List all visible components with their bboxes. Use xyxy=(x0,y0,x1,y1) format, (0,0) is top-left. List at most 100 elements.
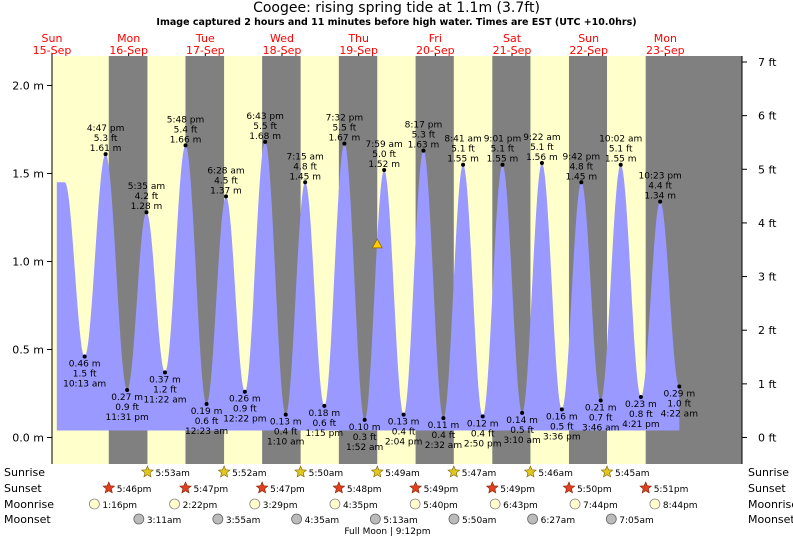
tide-time: 3:10 am xyxy=(503,436,540,446)
moonset-icon xyxy=(369,513,381,525)
tide-point xyxy=(125,387,130,392)
day-date: 16-Sep xyxy=(109,44,148,57)
tide-point xyxy=(618,162,623,167)
tide-feet: 5.1 ft xyxy=(451,145,475,155)
tide-feet: 0.5 ft xyxy=(510,426,534,436)
tide-point xyxy=(242,389,247,394)
day-name: Wed xyxy=(270,32,294,45)
tide-metres: 0.16 m xyxy=(546,412,578,422)
left-tick-label: 1.0 m xyxy=(12,256,44,269)
tide-feet: 5.5 ft xyxy=(253,122,277,132)
low-tide-label: 0.12 m0.4 ft2:50 pm xyxy=(464,414,501,449)
high-tide-label: 5:48 pm5.4 ft1.66 m xyxy=(167,115,205,148)
tide-metres: 1.55 m xyxy=(605,155,637,165)
tide-point xyxy=(303,180,308,185)
moonset-icon xyxy=(448,513,460,525)
moonset-icon xyxy=(527,513,539,525)
tide-metres: 0.23 m xyxy=(625,400,657,410)
tide-metres: 0.11 m xyxy=(428,421,460,431)
tide-feet: 5.4 ft xyxy=(174,125,198,135)
moonset-time: 5:50am xyxy=(462,516,497,526)
tide-point xyxy=(638,395,643,400)
tide-time: 3:46 am xyxy=(582,424,619,434)
tide-point xyxy=(658,199,663,204)
day-name: Thu xyxy=(347,32,369,45)
tide-point xyxy=(500,162,505,167)
tide-time: 6:43 pm xyxy=(246,112,284,122)
tide-metres: 1.45 m xyxy=(289,172,321,182)
row-label-left: Moonrise xyxy=(4,498,54,511)
tide-metres: 0.13 m xyxy=(270,418,302,428)
tide-time: 8:17 pm xyxy=(405,121,443,131)
moonrise-time: 5:40pm xyxy=(423,501,458,511)
tide-feet: 0.7 ft xyxy=(589,414,613,424)
tide-metres: 1.61 m xyxy=(90,144,122,154)
low-tide-label: 0.11 m0.4 ft2:32 am xyxy=(425,416,462,451)
tide-point xyxy=(598,398,603,403)
tide-point xyxy=(183,143,188,148)
day-name: Mon xyxy=(654,32,677,45)
tide-time: 1:52 am xyxy=(346,443,383,453)
tide-metres: 1.45 m xyxy=(565,172,597,182)
tide-feet: 0.4 ft xyxy=(471,429,495,439)
current-level-marker xyxy=(371,238,383,249)
tide-feet: 0.9 ft xyxy=(115,403,139,413)
right-tick-label: 3 ft xyxy=(758,271,777,284)
tide-time: 7:32 pm xyxy=(326,114,364,124)
moonrise-time: 8:44pm xyxy=(663,501,698,511)
tide-metres: 1.66 m xyxy=(170,135,202,145)
moonrise-icon xyxy=(489,498,501,510)
tide-point xyxy=(362,417,367,422)
sunset-time: 5:48pm xyxy=(347,485,382,495)
tide-time: 12:22 pm xyxy=(223,415,266,425)
day-date: 23-Sep xyxy=(646,44,685,57)
row-label-left: Sunset xyxy=(4,482,42,495)
sunrise-time: 5:46am xyxy=(538,469,573,479)
tide-metres: 1.56 m xyxy=(526,153,558,163)
day-name: Sun xyxy=(42,32,63,45)
tide-metres: 0.37 m xyxy=(149,375,181,385)
tide-metres: 1.28 m xyxy=(131,202,163,212)
right-tick-label: 0 ft xyxy=(758,432,777,445)
tide-feet: 5.1 ft xyxy=(530,143,554,153)
tide-time: 11:22 am xyxy=(143,395,186,405)
tide-time: 10:23 pm xyxy=(639,172,682,182)
tide-metres: 0.13 m xyxy=(388,418,420,428)
tide-time: 9:01 pm xyxy=(484,135,522,145)
tide-time: 11:31 pm xyxy=(105,413,148,423)
tide-feet: 0.8 ft xyxy=(629,410,653,420)
day-date: 18-Sep xyxy=(263,44,302,57)
moonset-icon xyxy=(212,513,224,525)
moonrise-time: 6:43pm xyxy=(503,501,538,511)
moonrise-icon xyxy=(329,498,341,510)
moonset-icon xyxy=(291,513,303,525)
tide-point xyxy=(342,141,347,146)
moonset-time: 3:11am xyxy=(147,516,182,526)
tide-feet: 5.0 ft xyxy=(372,150,396,160)
tide-metres: 1.55 m xyxy=(447,155,479,165)
moonrise-icon xyxy=(169,498,180,510)
sunrise-icon xyxy=(600,465,614,478)
high-tide-label: 9:42 pm4.8 ft1.45 m xyxy=(563,152,600,185)
left-tick-label: 2.0 m xyxy=(12,80,44,93)
tide-time: 5:48 pm xyxy=(167,115,205,125)
sunset-time: 5:47pm xyxy=(270,485,305,495)
tide-time: 12:23 am xyxy=(185,427,228,437)
right-tick-label: 7 ft xyxy=(758,56,777,69)
moonset-time: 7:05am xyxy=(619,516,654,526)
tide-time: 1:15 pm xyxy=(306,429,344,439)
high-tide-label: 8:17 pm5.3 ft1.63 m xyxy=(405,121,443,153)
chart-subtitle: Image captured 2 hours and 11 minutes be… xyxy=(156,17,637,28)
day-name: Fri xyxy=(429,32,442,45)
sunset-time: 5:47pm xyxy=(193,485,228,495)
tide-feet: 5.3 ft xyxy=(412,131,436,141)
left-tick-label: 0.0 m xyxy=(12,432,44,445)
tide-feet: 0.4 ft xyxy=(392,428,416,438)
right-tick-label: 1 ft xyxy=(758,378,777,391)
moonset-time: 5:13am xyxy=(383,516,418,526)
